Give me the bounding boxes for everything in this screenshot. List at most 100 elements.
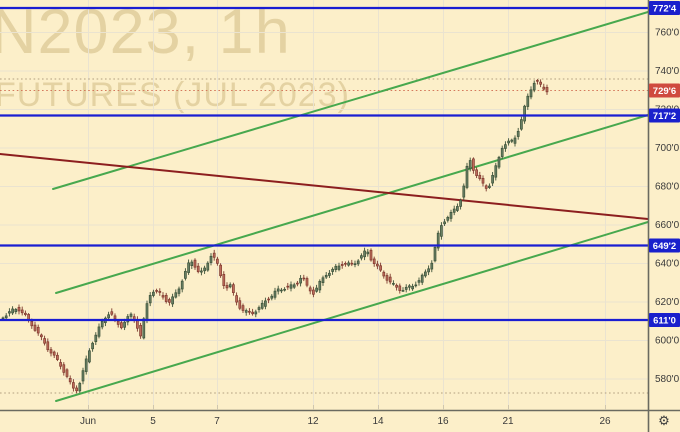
candle-body (152, 291, 155, 296)
candle-body (315, 287, 318, 292)
candle-body (481, 177, 485, 184)
candle-body (40, 334, 43, 338)
candle-body (193, 259, 197, 268)
candle-body (302, 277, 306, 280)
candle-body (142, 318, 146, 339)
candle-body (65, 369, 69, 377)
candle-body (46, 341, 50, 351)
maroon-downtrend[interactable] (0, 153, 649, 220)
candle-body (171, 296, 174, 305)
green-channel-lower[interactable] (55, 221, 649, 402)
candle-body (155, 290, 158, 292)
candle-body (414, 284, 418, 287)
candle-body (475, 169, 478, 176)
price-axis[interactable]: 760'0740'0720'0700'0680'0660'0640'0620'0… (655, 28, 680, 386)
candle-body (417, 280, 421, 283)
candle-body (318, 280, 322, 291)
candle-body (212, 252, 216, 258)
candle-body (536, 80, 539, 82)
time-tick-label: 14 (372, 416, 384, 427)
candle-body (30, 321, 34, 327)
candle-body (244, 310, 248, 313)
price-tick-label: 660'0 (655, 220, 680, 231)
candle-body (363, 250, 366, 258)
candle-body (273, 290, 277, 298)
price-label-text: 729'6 (653, 86, 676, 97)
price-tick-label: 640'0 (655, 259, 680, 270)
candle-body (72, 382, 75, 389)
price-tick-label: 740'0 (655, 66, 680, 77)
candle-body (27, 314, 30, 320)
price-label-text: 649'2 (653, 241, 676, 252)
candle-body (488, 185, 491, 188)
time-tick-label: 16 (437, 416, 449, 427)
candle-body (251, 311, 254, 315)
candle-body (372, 258, 376, 265)
level-price-label-box (649, 1, 680, 15)
candle-body (350, 262, 354, 265)
candle-body (33, 324, 37, 331)
candle-body (100, 320, 104, 328)
candle-body (420, 274, 424, 283)
candle-body (395, 284, 398, 288)
price-label-text: 772'4 (653, 4, 677, 15)
candle-body (164, 294, 168, 302)
candle-body (491, 175, 494, 184)
candle-body (257, 307, 261, 310)
candle-body (222, 274, 226, 286)
candle-body (539, 81, 542, 85)
candle-body (459, 199, 462, 207)
price-tick-label: 700'0 (655, 143, 680, 154)
candle-body (196, 265, 200, 273)
candle-body (446, 216, 450, 221)
candle-body (158, 290, 162, 293)
last-price-label-box (649, 83, 680, 98)
candle-body (139, 324, 142, 337)
candle-body (148, 295, 152, 304)
candle-body (472, 158, 475, 171)
candle-body (516, 130, 520, 137)
candle-body (11, 308, 14, 314)
price-tick-label: 680'0 (655, 182, 680, 193)
candle-body (107, 314, 110, 319)
candle-body (56, 354, 59, 360)
candle-body (500, 147, 504, 157)
candle-body (462, 185, 466, 198)
candle-body (312, 289, 315, 295)
time-tick-label: 5 (150, 416, 156, 427)
candle-body (497, 156, 501, 168)
price-tick-label: 600'0 (655, 336, 680, 347)
candle-body (174, 292, 178, 298)
candle-body (161, 295, 165, 298)
candle-body (91, 342, 94, 350)
candle-body (81, 370, 85, 382)
candle-body (280, 289, 283, 292)
green-channel-middle[interactable] (55, 114, 649, 294)
candle-body (465, 165, 469, 188)
candle-body (216, 258, 219, 264)
candle-body (545, 87, 549, 93)
candle-body (78, 382, 82, 392)
candle-body (232, 284, 235, 293)
price-tick-label: 760'0 (655, 28, 680, 39)
candle-body (184, 270, 187, 279)
candle-body (427, 268, 430, 273)
candle-body (424, 271, 427, 277)
watermark-description: FUTURES (JUL 2023) (0, 76, 350, 114)
candle-body (526, 95, 530, 107)
candle-body (286, 285, 290, 288)
candle-body (94, 334, 98, 343)
level-price-label-box (649, 108, 680, 123)
candle-body (84, 358, 88, 372)
settings-gear-button[interactable]: ⚙ (658, 413, 670, 428)
time-tick-label: Jun (80, 416, 96, 427)
candle-body (369, 249, 373, 261)
candle-body (433, 247, 437, 262)
green-channel-upper[interactable] (52, 11, 649, 190)
candle-body (219, 264, 222, 277)
candle-body (510, 139, 514, 142)
candle-body (388, 276, 392, 283)
time-axis[interactable]: Jun 5 7 12 14 16 21 26 (80, 405, 611, 427)
candle-body (456, 206, 459, 211)
